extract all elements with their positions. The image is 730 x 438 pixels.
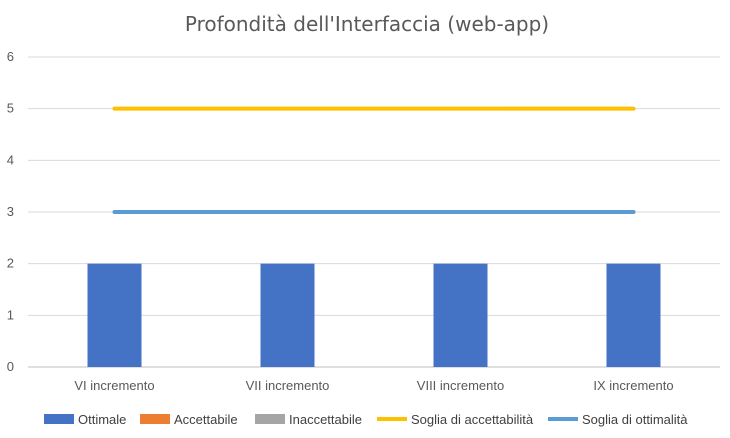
threshold-lines <box>112 106 636 214</box>
legend-swatch <box>44 414 74 424</box>
y-tick-label: 1 <box>7 307 14 322</box>
legend-label: Accettabile <box>174 412 238 427</box>
legend-swatch <box>255 414 285 424</box>
bars <box>87 263 661 367</box>
bar-ottimale-3 <box>606 263 661 367</box>
x-tick-label: VII incremento <box>246 378 330 393</box>
y-tick-label: 5 <box>7 101 14 116</box>
y-tick-label: 6 <box>7 49 14 64</box>
legend-swatch <box>140 414 170 424</box>
legend-label: Soglia di accettabilità <box>411 412 534 427</box>
legend-label: Soglia di ottimalità <box>582 412 688 427</box>
bar-ottimale-2 <box>433 263 488 367</box>
y-axis: 0 1 2 3 4 5 6 <box>7 49 14 374</box>
bar-ottimale-0 <box>87 263 142 367</box>
x-tick-label: VI incremento <box>74 378 154 393</box>
y-tick-label: 4 <box>7 152 14 167</box>
x-tick-label: IX incremento <box>593 378 673 393</box>
y-tick-label: 0 <box>7 359 14 374</box>
legend: Ottimale Accettabile Inaccettabile Soglia d… <box>44 412 688 427</box>
y-tick-label: 2 <box>7 256 14 271</box>
legend-label: Ottimale <box>78 412 126 427</box>
legend-label: Inaccettabile <box>289 412 362 427</box>
x-axis: VI incremento VII incremento VIII incremen… <box>74 378 673 393</box>
chart-title: Profondità dell'Interfaccia (web-app) <box>185 12 549 36</box>
bar-ottimale-1 <box>260 263 315 367</box>
y-tick-label: 3 <box>7 204 14 219</box>
x-tick-label: VIII incremento <box>417 378 504 393</box>
